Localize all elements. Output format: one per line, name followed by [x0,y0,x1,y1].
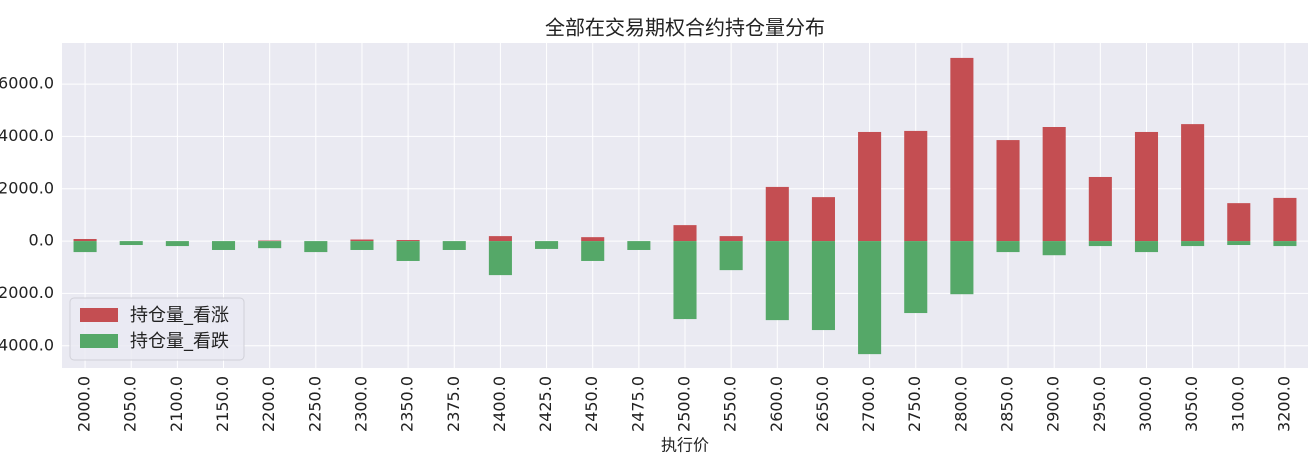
bar [488,241,512,276]
y-tick-label: 6000.0 [0,74,54,93]
bar [581,237,605,242]
x-tick-label: 2100.0 [167,376,186,432]
x-tick-label: 2650.0 [813,376,832,432]
bar [858,241,882,355]
bar [442,241,466,250]
bar [673,241,697,320]
x-tick-label: 2850.0 [998,376,1017,432]
x-tick-label: 2950.0 [1090,376,1109,432]
x-tick-label: 2475.0 [628,376,647,432]
bar [996,241,1020,253]
bar [719,241,743,271]
bar [165,241,189,247]
bar [1181,241,1205,247]
bar [1042,126,1066,242]
legend-label: 持仓量_看跌 [130,331,229,352]
bar [765,186,789,242]
bar [765,241,789,321]
bar [396,241,420,261]
bar [950,57,974,242]
x-tick-label: 2375.0 [444,376,463,432]
x-tick-label: 2600.0 [767,376,786,432]
x-tick-label: 2050.0 [121,376,140,432]
bar [904,130,928,242]
chart-title: 全部在交易期权合约持仓量分布 [545,16,825,40]
x-tick-label: 2150.0 [213,376,232,432]
bar [73,238,97,242]
bar [811,241,835,331]
bar [1227,203,1251,242]
bar [304,241,328,253]
bar [119,241,143,246]
x-tick-label: 3200.0 [1274,376,1293,432]
bar [673,225,697,242]
bar [1273,197,1297,242]
bar [627,241,651,250]
bar [535,241,559,249]
bar [858,131,882,242]
bar [73,241,97,253]
x-tick-label: 2200.0 [259,376,278,432]
y-tick-label: 4000.0 [0,126,54,145]
bar [350,239,374,242]
bar [1134,241,1159,253]
bar [904,241,928,314]
x-tick-label: 2000.0 [75,376,94,432]
bar [996,140,1020,242]
x-axis-label: 执行价 [661,436,709,455]
bar [488,236,512,242]
bar [1181,124,1205,242]
x-tick-label: 2700.0 [859,376,878,432]
x-tick-label: 3050.0 [1182,376,1201,432]
bar [211,241,236,250]
legend-swatch [80,308,118,322]
y-tick-label: -4000.0 [0,335,54,354]
y-tick-label: 0.0 [29,231,54,250]
bar [1042,241,1066,256]
bar [1273,241,1297,247]
legend-swatch [80,334,118,348]
x-tick-label: 2550.0 [721,376,740,432]
bar [258,240,282,242]
x-tick-label: 2900.0 [1044,376,1063,432]
y-tick-label: -2000.0 [0,283,54,302]
x-tick-label: 2800.0 [951,376,970,432]
x-tick-label: 3100.0 [1228,376,1247,432]
x-tick-label: 2300.0 [351,376,370,432]
bar [581,241,605,261]
bar [1134,131,1159,242]
bar [1088,176,1112,242]
x-tick-label: 2750.0 [905,376,924,432]
bar [811,197,835,242]
bar [350,241,374,250]
x-tick-label: 2350.0 [398,376,417,432]
bar [950,241,974,295]
x-tick-label: 2425.0 [536,376,555,432]
bar [258,241,282,249]
x-tick-label: 2450.0 [582,376,601,432]
x-tick-label: 2400.0 [490,376,509,432]
legend-label: 持仓量_看涨 [130,305,229,326]
x-tick-label: 2250.0 [305,376,324,432]
x-tick-label: 2500.0 [675,376,694,432]
bar [719,236,743,242]
bar [1088,241,1112,247]
bar [396,240,420,242]
y-tick-label: 2000.0 [0,178,54,197]
bar [1227,241,1251,246]
x-tick-label: 3000.0 [1136,376,1155,432]
